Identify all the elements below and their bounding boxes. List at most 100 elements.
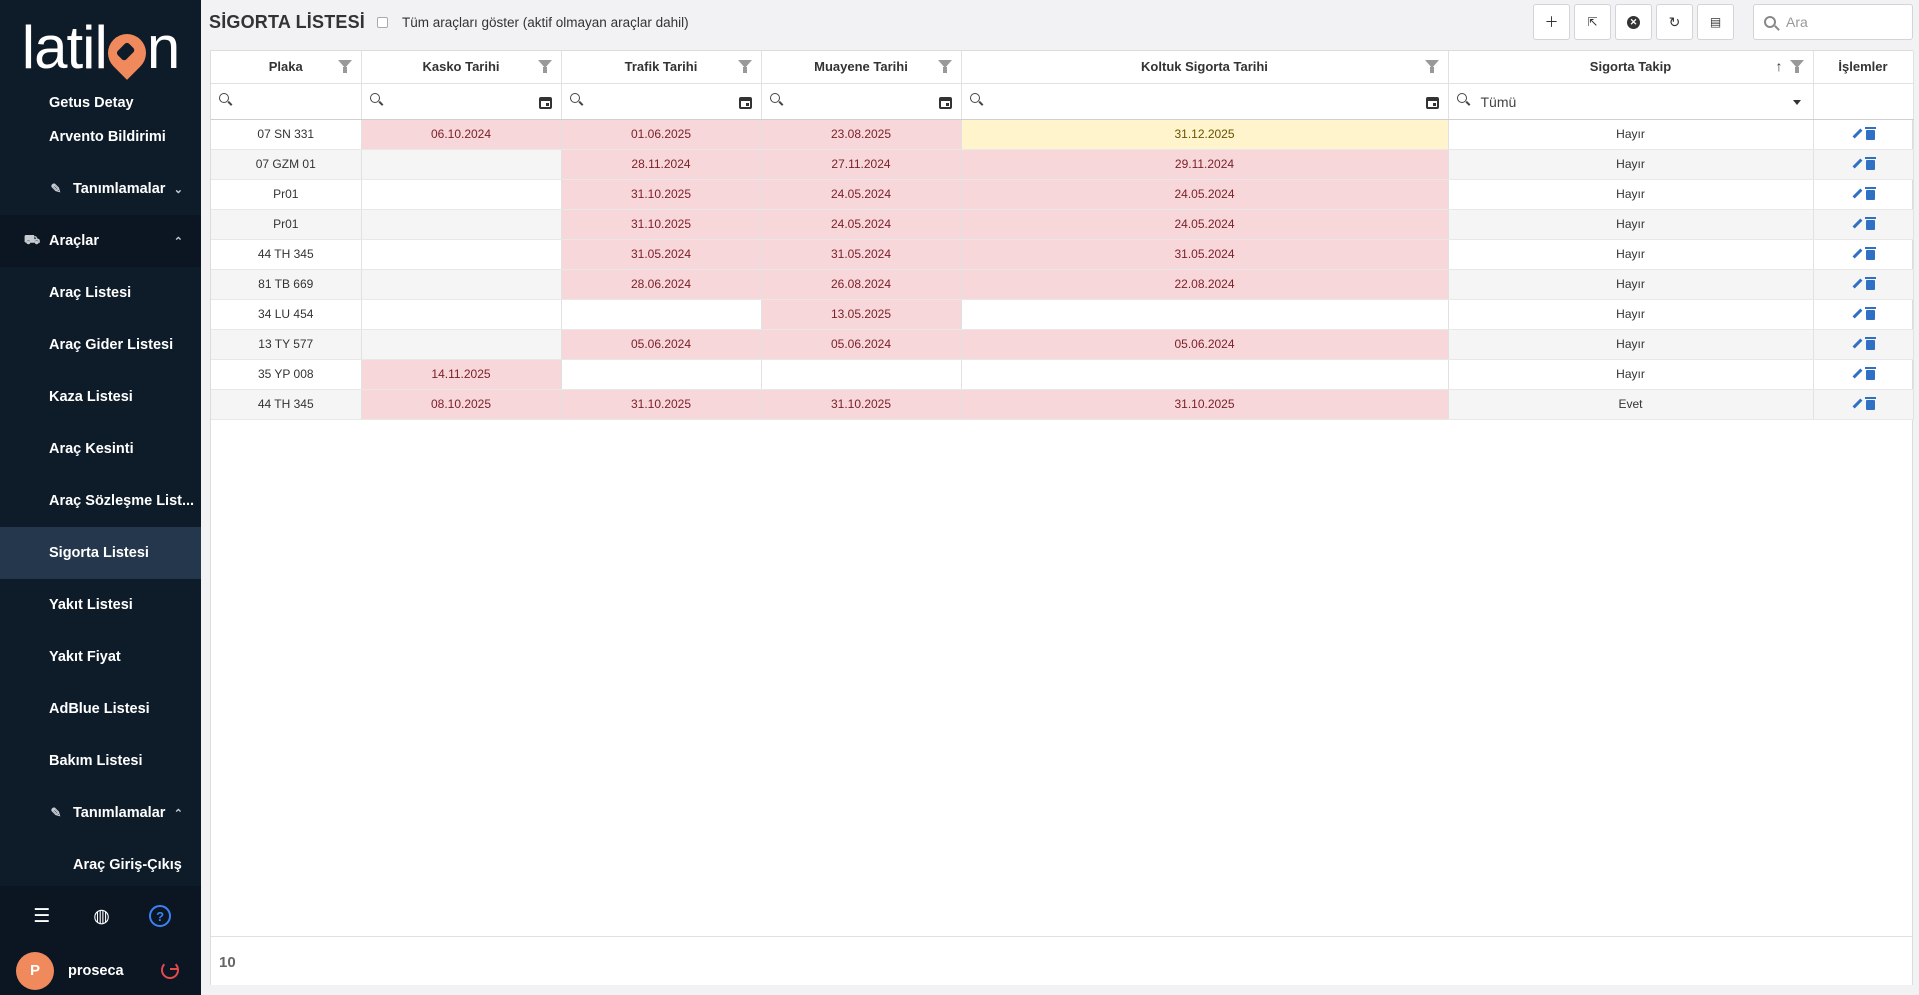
logo[interactable]: latil n [0,0,201,95]
sidebar-item-3[interactable]: ⛟ Araçlar ⌃ [0,215,201,267]
sort-asc-icon[interactable]: ↑ [1775,58,1783,74]
sidebar-item-7[interactable]: Araç Kesinti [0,423,201,475]
sidebar-item-8[interactable]: Araç Sözleşme List... [0,475,201,527]
chevron-down-icon[interactable]: ⌄ [173,183,183,196]
calendar-icon[interactable] [738,96,752,109]
avatar[interactable]: P [16,951,54,990]
calendar-icon[interactable] [1425,96,1439,109]
column-header[interactable]: Trafik Tarihi [561,51,762,84]
edit-icon[interactable] [1852,339,1862,349]
sidebar-item-6[interactable]: Kaza Listesi [0,371,201,423]
sidebar-item-12[interactable]: AdBlue Listesi [0,683,201,735]
filter-icon[interactable] [337,60,352,73]
column-header-label: Trafik Tarihi [624,59,698,75]
calendar-icon[interactable] [938,96,952,109]
trash-icon[interactable] [1864,397,1876,410]
plus-icon: ＋ [1544,14,1559,30]
chevron-down-icon[interactable] [1792,99,1801,105]
sidebar-item-1[interactable]: Arvento Bildirimi [0,111,201,163]
filter-icon[interactable] [1789,60,1804,73]
sidebar-item-14[interactable]: ✎ Tanımlamalar ⌃ [0,787,201,839]
table-row[interactable]: 44 TH 345 08.10.2025 31.10.2025 31.10.2025 3… [211,389,1914,420]
trash-icon[interactable] [1864,367,1876,380]
help-icon[interactable]: ? [149,905,172,927]
table-row[interactable]: 07 SN 331 06.10.2024 01.06.2025 23.08.2025 3… [211,119,1914,150]
export-button[interactable]: ⇱ [1574,4,1611,40]
table-row[interactable]: 07 GZM 01 28.11.2024 27.11.2024 29.11.2024 H… [211,149,1914,180]
table-row[interactable]: Pr01 31.10.2025 24.05.2024 24.05.2024 Hayır [211,209,1914,240]
edit-icon[interactable] [1852,369,1862,379]
trash-icon[interactable] [1864,307,1876,320]
trash-icon[interactable] [1864,217,1876,230]
row-actions [1814,187,1913,200]
column-header[interactable]: İşlemler [1813,51,1914,84]
column-header[interactable]: Plaka [211,51,362,84]
edit-icon[interactable] [1852,279,1862,289]
edit-icon[interactable] [1852,129,1862,139]
add-button[interactable]: ＋ [1533,4,1570,40]
trash-icon[interactable] [1864,157,1876,170]
filter-kasko[interactable] [361,83,562,120]
filter-trafik[interactable] [561,83,762,120]
row-actions [1814,127,1913,140]
sidebar-item-15[interactable]: Araç Giriş-Çıkış [0,839,201,886]
table-row[interactable]: 35 YP 008 14.11.2025 Hayır [211,359,1914,390]
logo-text: latil n [22,13,180,82]
logout-icon[interactable] [161,961,179,979]
trash-icon[interactable] [1864,277,1876,290]
logo-text-end: n [146,14,180,81]
filter-takip[interactable]: Tümü [1448,83,1814,120]
table-row[interactable]: Pr01 31.10.2025 24.05.2024 24.05.2024 Hayır [211,179,1914,210]
filter-icon[interactable] [1424,60,1439,73]
filter-koltuk[interactable] [961,83,1449,120]
globe-icon[interactable]: ◍ [93,905,110,927]
sidebar-item-0[interactable]: Getus Detay [0,95,201,111]
column-header[interactable]: Sigorta Takip ↑ [1448,51,1814,84]
username: proseca [68,962,124,979]
filter-muayene[interactable] [761,83,962,120]
sidebar-item-13[interactable]: Bakım Listesi [0,735,201,787]
sidebar-item-label: Araç Gider Listesi [49,337,174,353]
edit-icon[interactable] [1852,249,1862,259]
filter-icon[interactable] [737,60,752,73]
table-row[interactable]: 44 TH 345 31.05.2024 31.05.2024 31.05.2024 H… [211,239,1914,270]
chevron-up-icon[interactable]: ⌃ [173,235,183,248]
column-header[interactable]: Muayene Tarihi [761,51,962,84]
sidebar-item-5[interactable]: Araç Gider Listesi [0,319,201,371]
sidebar-item-2[interactable]: ✎ Tanımlamalar ⌄ [0,163,201,215]
edit-icon[interactable] [1852,189,1862,199]
table-row[interactable]: 81 TB 669 28.06.2024 26.08.2024 22.08.2024 H… [211,269,1914,300]
edit-icon[interactable] [1852,159,1862,169]
trash-icon[interactable] [1864,337,1876,350]
filter-plaka[interactable] [211,83,362,120]
column-header[interactable]: Kasko Tarihi [361,51,562,84]
sidebar-item-10[interactable]: Yakıt Listesi [0,579,201,631]
edit-icon[interactable] [1852,399,1862,409]
trash-icon[interactable] [1864,247,1876,260]
filter-icon[interactable] [937,60,952,73]
sidebar-item-label: Araçlar [49,233,99,249]
grid-footer: 10 [211,936,1912,985]
calendar-icon[interactable] [538,96,552,109]
trash-icon[interactable] [1864,187,1876,200]
column-header[interactable]: Koltuk Sigorta Tarihi [961,51,1449,84]
checkbox-box[interactable] [377,17,388,28]
chevron-up-icon[interactable]: ⌃ [173,807,183,820]
edit-icon[interactable] [1852,219,1862,229]
search-input[interactable] [1786,14,1906,30]
collapse-menu-icon[interactable]: ☰ [33,905,51,927]
search-box[interactable] [1753,4,1913,40]
refresh-button[interactable]: ↻ [1656,4,1693,40]
table-row[interactable]: 13 TY 577 05.06.2024 05.06.2024 05.06.2024 H… [211,329,1914,360]
show-all-checkbox[interactable]: Tüm araçları göster (aktif olmayan araçl… [377,15,689,30]
sidebar-item-9[interactable]: Sigorta Listesi [0,527,201,579]
trash-icon[interactable] [1864,127,1876,140]
column-chooser-button[interactable]: ▤ [1697,4,1734,40]
filter-icon[interactable] [537,60,552,73]
sidebar-item-11[interactable]: Yakıt Fiyat [0,631,201,683]
edit-icon[interactable] [1852,309,1862,319]
row-actions [1814,367,1913,380]
table-row[interactable]: 34 LU 454 13.05.2025 Hayır [211,299,1914,330]
sidebar-item-4[interactable]: Araç Listesi [0,267,201,319]
clear-filter-button[interactable]: ✕ [1615,4,1652,40]
